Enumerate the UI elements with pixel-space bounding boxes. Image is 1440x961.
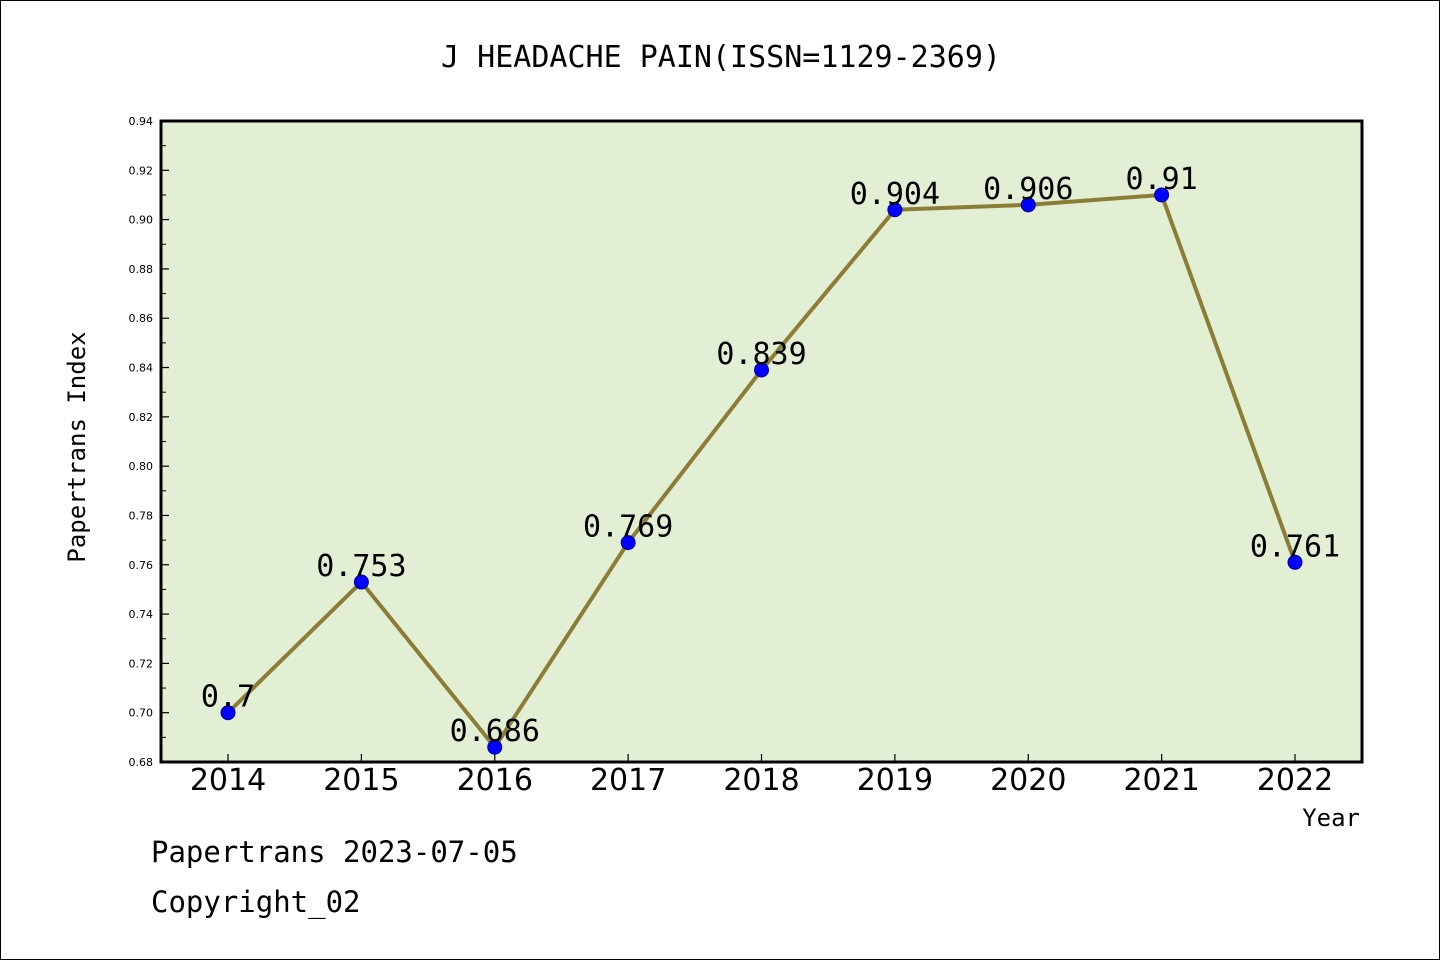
y-tick-label: 0.88: [129, 263, 154, 276]
data-point: [487, 739, 503, 755]
y-tick-label: 0.74: [129, 608, 154, 621]
y-tick-label: 0.82: [129, 411, 154, 424]
data-point: [220, 705, 236, 721]
data-label: 0.91: [1126, 162, 1198, 197]
data-label: 0.7: [201, 680, 255, 715]
x-axis-label: Year: [1302, 804, 1360, 832]
data-label: 0.761: [1250, 529, 1340, 564]
footer-copyright: Copyright_02: [151, 885, 361, 919]
y-tick-label: 0.90: [129, 214, 154, 227]
data-point: [1020, 197, 1036, 213]
x-tick-label: 2016: [457, 763, 533, 798]
y-tick-label: 0.84: [129, 362, 154, 375]
y-tick-label: 0.86: [129, 312, 154, 325]
chart-title: J HEADACHE PAIN(ISSN=1129-2369): [441, 40, 1001, 75]
y-axis: 0.68 0.70 0.72 0.74 0.76 0.78 0.80 0.82 0.84 0.86…: [129, 115, 169, 769]
data-point: [353, 574, 369, 590]
x-tick-label: 2015: [323, 763, 399, 798]
y-tick-label: 0.72: [129, 657, 154, 670]
x-tick-label: 2021: [1123, 763, 1199, 798]
x-tick-label: 2020: [990, 763, 1066, 798]
y-tick-label: 0.76: [129, 559, 154, 572]
data-point: [754, 362, 769, 378]
y-tick-label: 0.80: [129, 460, 154, 473]
data-point: [887, 202, 903, 218]
y-tick-label: 0.78: [129, 509, 154, 522]
series-layer: 0.7 0.753 0.686 0.769 0.839 0.904 0.906 0.91 0.7…: [201, 162, 1340, 755]
x-tick-label: 2018: [723, 763, 799, 798]
x-tick-label: 2022: [1257, 763, 1333, 798]
plot-area: [159, 119, 1364, 764]
x-axis: 2014 2015 2016 2017 2018 2019 2020 2021 2022: [190, 754, 1333, 798]
data-point: [1287, 554, 1303, 570]
y-tick-label: 0.92: [129, 164, 154, 177]
y-tick-label: 0.68: [129, 756, 154, 769]
data-point: [620, 535, 636, 551]
y-tick-label: 0.70: [129, 707, 154, 720]
data-label: 0.753: [316, 549, 406, 584]
data-label: 0.839: [716, 337, 806, 372]
data-label: 0.906: [983, 172, 1073, 207]
data-label: 0.769: [583, 510, 673, 545]
data-label: 0.904: [850, 177, 940, 212]
y-tick-label: 0.94: [129, 115, 154, 128]
x-tick-label: 2014: [190, 763, 266, 798]
data-point: [1154, 187, 1170, 203]
data-label: 0.686: [450, 714, 540, 749]
x-tick-label: 2019: [857, 763, 933, 798]
x-tick-label: 2017: [590, 763, 666, 798]
footer-date: Papertrans 2023-07-05: [151, 835, 518, 869]
y-axis-label: Papertrans Index: [63, 331, 91, 562]
